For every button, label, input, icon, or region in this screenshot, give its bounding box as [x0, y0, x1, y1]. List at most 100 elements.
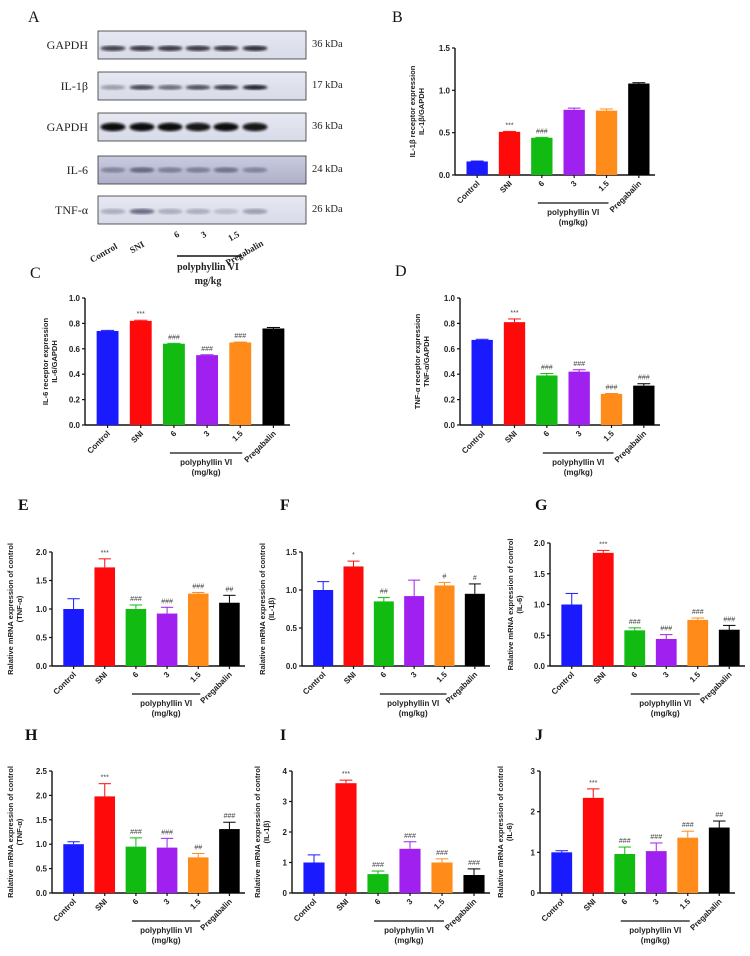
blot-band — [100, 208, 126, 215]
y-axis-label: Ralative mRNA expression of control — [6, 766, 15, 898]
group-unit: (mg/kg) — [152, 709, 181, 718]
x-tick-label: Control — [86, 429, 112, 455]
bar — [655, 638, 677, 666]
x-tick-label: Pregabalin — [613, 429, 648, 464]
bar — [262, 328, 285, 425]
significance-marker: ### — [130, 596, 142, 603]
significance-marker: *** — [101, 775, 109, 782]
significance-marker: *** — [510, 310, 518, 317]
bar — [399, 848, 421, 893]
blot-row-label: GAPDH — [47, 38, 89, 52]
bar — [219, 829, 240, 893]
chart-panel-b: B 0.0 0.5 1.0 1.5 IL-1β receptor expression IL… — [392, 9, 655, 227]
y-axis-label: IL-6/GAPDH — [50, 340, 59, 383]
group-unit: (mg/kg) — [564, 468, 593, 477]
group-label: polyphyllin VI — [629, 926, 681, 935]
x-tick-label: SNI — [93, 670, 109, 686]
y-axis-label: Ralative mRNA expression of control — [496, 766, 505, 898]
chart-panel-g: G 0.0 0.5 1.0 1.5 2.0 Ralative mRNA expression… — [506, 497, 745, 718]
blot-band — [185, 45, 211, 52]
bar — [498, 131, 521, 175]
x-tick-label: Pregabalin — [688, 897, 723, 932]
x-tick-label: Control — [292, 897, 318, 923]
bar — [633, 385, 655, 425]
x-tick-label: Pregabalin — [698, 670, 733, 705]
y-tick-label: 4 — [283, 767, 288, 776]
x-tick-label: SNI — [129, 429, 145, 445]
significance-marker: ### — [573, 361, 585, 368]
significance-marker: *** — [589, 780, 597, 787]
blot-band — [100, 84, 126, 90]
blot-row-label: IL-1β — [61, 79, 88, 93]
bar — [592, 552, 614, 666]
bar — [531, 137, 553, 175]
y-axis-label: Ralative mRNA expression of control — [506, 539, 515, 671]
x-tick-label: 3 — [409, 670, 419, 680]
y-tick-label: 3 — [531, 767, 536, 776]
y-tick-label: 0.4 — [444, 370, 456, 379]
blot-band — [129, 208, 155, 215]
blot-band — [129, 45, 155, 52]
significance-marker: ### — [650, 834, 662, 841]
bar — [463, 875, 485, 893]
blot-band — [100, 45, 126, 52]
x-tick-label: SNI — [342, 670, 358, 686]
bar — [624, 630, 646, 666]
significance-marker: ### — [404, 833, 416, 840]
x-tick-label: Control — [540, 897, 566, 923]
panel-letter: F — [280, 497, 290, 514]
bar — [434, 585, 455, 666]
bar — [94, 567, 116, 666]
blot-band — [242, 122, 268, 132]
significance-marker: ### — [536, 128, 548, 135]
bar — [582, 797, 604, 893]
x-tick-label: Pregabalin — [608, 179, 643, 214]
group-unit: (mg/kg) — [399, 709, 428, 718]
bar — [600, 393, 623, 425]
bar — [718, 629, 740, 666]
x-tick-label: 6 — [620, 897, 630, 907]
bar — [431, 862, 453, 893]
x-tick-label: SNI — [503, 429, 519, 445]
x-tick-label: 6 — [537, 179, 547, 189]
bar — [229, 342, 252, 425]
x-tick-label: 3 — [661, 670, 671, 680]
significance-marker: *** — [505, 122, 513, 129]
group-label: polyphyllin VI — [552, 458, 604, 467]
y-axis-label: (IL-1β) — [262, 820, 271, 843]
blot-band — [185, 208, 211, 215]
x-tick-label: 1.5 — [230, 429, 245, 444]
panel-letter: C — [30, 265, 41, 282]
significance-marker: ### — [541, 365, 553, 372]
blot-band — [185, 167, 211, 173]
y-tick-label: 1.0 — [444, 294, 456, 303]
bar — [677, 837, 699, 893]
x-tick-label: 3 — [162, 897, 172, 907]
x-tick-label: Pregabalin — [243, 429, 278, 464]
y-tick-label: 0.6 — [69, 345, 81, 354]
x-tick-label: 1.5 — [678, 897, 693, 912]
x-tick-label: SNI — [335, 897, 351, 913]
blot-band — [213, 167, 239, 173]
bar — [466, 161, 488, 175]
blot-group-label: polyphyllin VI — [177, 262, 239, 273]
blot-row: IL-1β 17 kDa — [61, 71, 343, 101]
bar — [129, 320, 152, 425]
blot-row-label: TNF-α — [55, 203, 89, 217]
y-tick-label: 2.5 — [36, 767, 48, 776]
blot-kda-label: 36 kDa — [312, 121, 343, 132]
y-axis-label: (TNF-α) — [15, 595, 24, 622]
x-tick-label: 3 — [651, 897, 661, 907]
significance-marker: ### — [723, 616, 735, 623]
blot-membrane — [97, 30, 307, 60]
significance-marker: # — [443, 573, 447, 580]
x-tick-label: 6 — [630, 670, 640, 680]
x-tick-label: SNI — [592, 670, 608, 686]
x-tick-label: 6 — [169, 429, 179, 439]
y-tick-label: 2.0 — [36, 791, 48, 800]
y-tick-label: 0 — [283, 889, 288, 898]
x-tick-label: Control — [301, 670, 327, 696]
significance-marker: *** — [342, 771, 350, 778]
bar — [563, 109, 585, 175]
x-tick-label: Control — [52, 897, 78, 923]
